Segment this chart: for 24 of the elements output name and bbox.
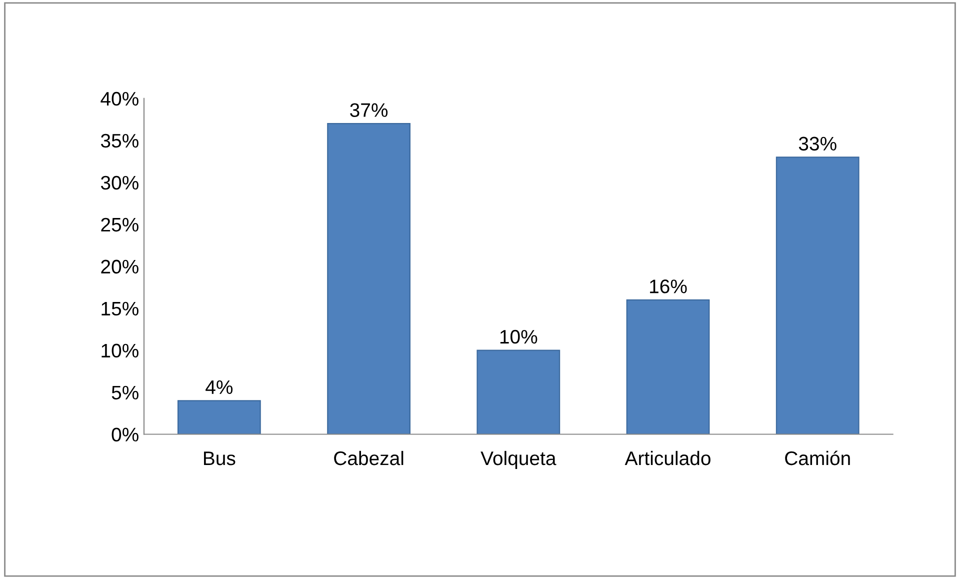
y-tick-label: 20%: [101, 260, 138, 274]
x-tick-label: Volqueta: [480, 450, 556, 470]
bar: [776, 156, 860, 434]
x-tick-label: Cabezal: [334, 450, 404, 466]
bar: [476, 350, 560, 434]
data-label: 37%: [350, 103, 388, 117]
data-label: 10%: [500, 330, 538, 344]
x-tick-label: Camión: [785, 450, 850, 466]
y-tick-label: 15%: [102, 302, 138, 316]
y-tick-label: 5%: [112, 386, 138, 400]
y-tick-label: 25%: [101, 218, 138, 232]
bar: [327, 123, 410, 434]
data-label: 16%: [650, 280, 687, 294]
y-tick-label: 30%: [100, 176, 138, 190]
bar: [177, 400, 261, 434]
y-tick-label: 10%: [102, 344, 138, 358]
y-tick-label: 0%: [112, 428, 138, 442]
bar: [626, 299, 710, 434]
data-label: 33%: [798, 136, 836, 151]
y-tick-label: 40%: [100, 92, 138, 106]
x-tick-label: Articulado: [624, 450, 710, 466]
data-label: 4%: [206, 380, 233, 394]
x-tick-label: Bus: [204, 452, 236, 466]
y-tick-label: 35%: [100, 134, 138, 148]
